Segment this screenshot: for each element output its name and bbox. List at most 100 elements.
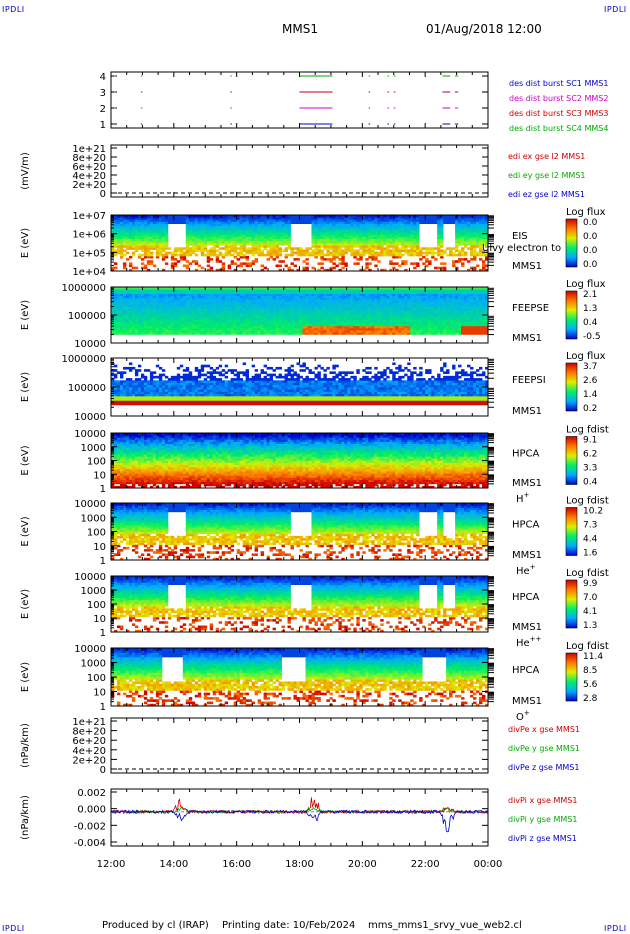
spectrogram-cell [467,236,471,240]
spectrogram-cell [377,245,381,248]
spectrogram-cell [320,232,324,235]
spectrogram-cell [215,219,220,222]
spectrogram-cell [380,249,384,253]
spectrogram-cell [359,236,363,240]
spectrogram-cell [284,253,288,257]
spectrogram-cell [329,236,333,240]
spectrogram-cell [305,258,309,261]
spectrogram-cell [227,251,232,255]
spectrogram-cell [122,223,127,227]
spectrogram-cell [185,243,190,246]
spectrogram-cell [227,215,232,218]
spectrogram-cell [269,230,273,233]
spectrogram-cell [395,225,399,229]
spectrogram-cell [335,225,339,229]
spectrogram-cell [194,243,199,246]
spectrogram-cell [344,238,348,242]
spectrogram-cell [425,219,429,222]
spectrogram-cell [479,223,483,227]
spectrogram-cell [431,253,435,257]
spectrogram-cell [386,227,390,231]
spectrogram-cell [404,221,408,225]
spectrogram-cell [125,295,130,299]
spectrogram [111,287,489,335]
spectrogram-cell [461,262,465,265]
spectrogram-cell [467,215,471,218]
spectrogram-cell [314,230,318,233]
spectrogram-cell [203,232,208,235]
spectrogram-cell [173,258,178,261]
spectrogram-cell [122,243,127,246]
spectrogram-cell [368,243,372,246]
spectrogram-cell [215,238,220,242]
spectrogram-cell [344,221,348,225]
spectrogram-cell [275,264,279,268]
spectrogram-cell [116,240,121,244]
spectrogram-cell [236,253,241,257]
spectrogram-cell [473,268,477,272]
spectrogram-cell [287,219,291,222]
spectrogram-cell [437,234,441,237]
spectrogram-cell [167,247,172,250]
spectrogram-cell [326,225,330,229]
spectrogram-cell [464,236,468,240]
spectrogram-cell [359,258,363,261]
spectrogram-cell [140,234,145,237]
spectrogram-cell [464,245,468,248]
spectrogram-cell [410,247,414,250]
spectrogram-cell [113,308,118,312]
spectrogram-cell [119,295,124,299]
spectrogram-cell [200,243,205,246]
spectrogram-cell [470,225,474,229]
spectrogram-cell [155,236,160,240]
spectrogram-cell [203,247,208,250]
spectrogram-cell [386,225,390,229]
spectrogram-cell [341,262,345,265]
spectrogram-cell [392,255,396,259]
spectrogram-cell [398,255,402,259]
spectrogram-cell [311,227,315,231]
spectrogram-cell [413,217,417,220]
spectrogram-cell [344,232,348,235]
spectrogram-cell [245,251,250,255]
spectrogram-cell [251,249,256,253]
spectrogram-cell [212,223,217,227]
spectrogram-cell [479,236,483,240]
spectrogram-cell [188,243,193,246]
spectrogram-cell [296,258,300,261]
spectrogram-cell [143,217,148,220]
spectrogram-cell [473,217,477,220]
spectrogram-cell [131,245,136,248]
spectrogram-cell [137,243,142,246]
spectrogram-cell [341,221,345,225]
spectrogram-cell [428,260,432,263]
spectrogram-cell [335,236,339,240]
spectrogram-cell [215,258,220,261]
spectrogram-cell [113,317,118,320]
spectrogram-cell [221,219,226,222]
spectrogram-cell [173,264,178,268]
spectrogram-cell [218,243,223,246]
spectrogram-cell [395,268,399,272]
spectrogram-cell [146,234,151,237]
spectrogram-cell [284,234,288,237]
spectrogram-cell [368,225,372,229]
spectrogram-cell [383,268,387,272]
spectrogram-cell [215,223,220,227]
spectrogram-cell [254,227,259,231]
spectrogram-cell [431,251,435,255]
spectrogram-cell [374,215,378,218]
spectrogram-cell [113,217,118,220]
spectrogram-cell [395,245,399,248]
spectrogram-cell [242,249,247,253]
spectrogram-cell [347,227,351,231]
spectrogram-cell [218,253,223,257]
spectrogram-cell [359,251,363,255]
spectrogram-cell [317,245,321,248]
spectrogram-cell [386,247,390,250]
spectrogram-cell [143,253,148,257]
spectrogram-cell [200,223,205,227]
spectrogram-cell [416,243,420,246]
y-tick-label: 6e+20 [72,162,106,173]
spectrogram-cell [260,217,264,220]
